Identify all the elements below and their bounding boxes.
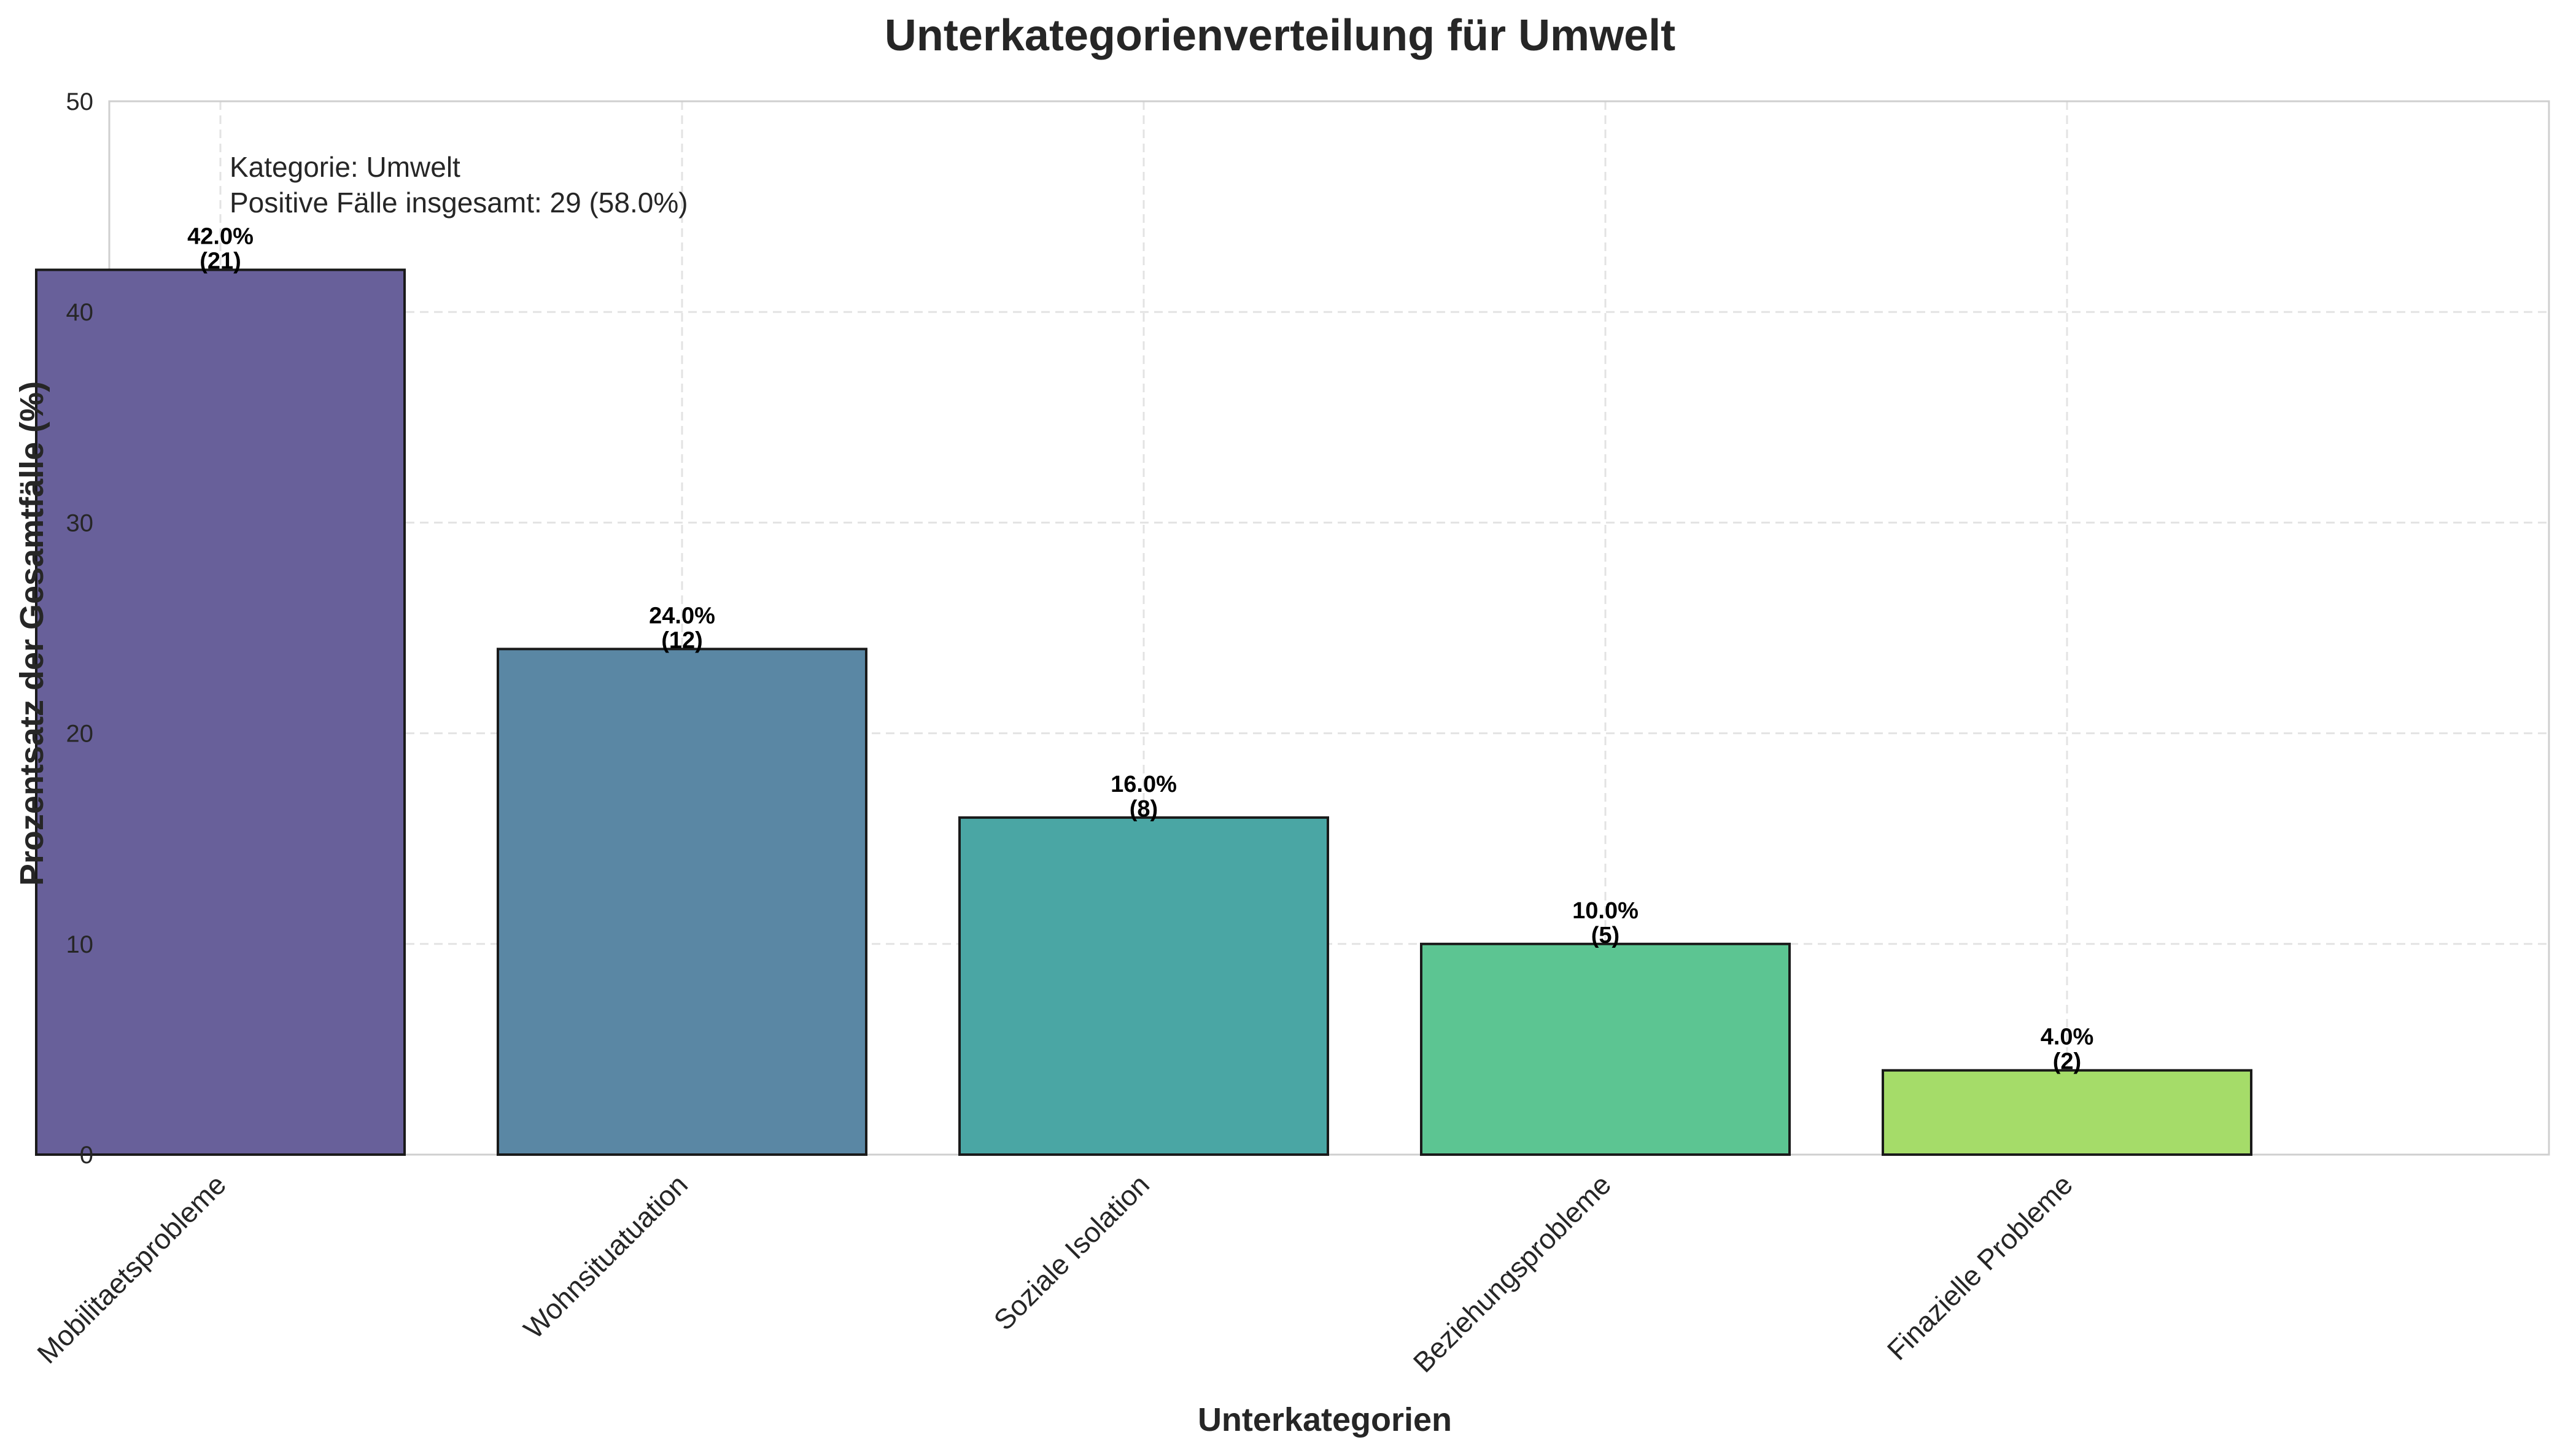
bar-5 <box>1882 1069 2252 1156</box>
x-tick-label: Beziehungsprobleme <box>1407 1168 1617 1378</box>
bar-1 <box>35 268 406 1156</box>
count-label: (2) <box>2053 1049 2081 1075</box>
count-label: (5) <box>1591 923 1619 948</box>
y-tick-label: 10 <box>66 931 94 958</box>
x-tick-label: Finazielle Probleme <box>1881 1168 2079 1366</box>
y-tick-label: 0 <box>80 1142 93 1169</box>
bar-2 <box>497 648 867 1156</box>
y-ticks: 0 10 20 30 40 50 <box>66 88 94 1169</box>
x-tick-labels: Mobilitaetsprobleme Wohnsituatuation Sozia… <box>31 1168 2079 1378</box>
count-label: (12) <box>661 627 703 653</box>
bars-group <box>35 268 2252 1156</box>
bar-4 <box>1420 942 1791 1156</box>
x-axis-label: Unterkategorien <box>1198 1401 1452 1438</box>
x-tick-label: Mobilitaetsprobleme <box>31 1168 232 1369</box>
annotation-line-2: Positive Fälle insgesamt: 29 (58.0%) <box>230 187 688 219</box>
count-label: (8) <box>1130 796 1158 822</box>
value-label: 24.0% <box>649 603 715 629</box>
bar-3 <box>958 816 1329 1156</box>
y-tick-label: 40 <box>66 299 94 326</box>
data-labels: 42.0%(21) 24.0%(12) 16.0%(8) 10.0%(5) 4.0%(2… <box>187 224 2093 1075</box>
value-label: 10.0% <box>1572 898 1639 924</box>
x-tick-label: Soziale Isolation <box>987 1168 1155 1336</box>
count-label: (21) <box>200 249 241 274</box>
value-label: 42.0% <box>187 224 254 250</box>
annotation-line-1: Kategorie: Umwelt <box>230 151 460 183</box>
chart-title: Unterkategorienverteilung für Umwelt <box>885 11 1675 60</box>
value-label: 16.0% <box>1111 772 1177 797</box>
y-tick-label: 30 <box>66 509 94 536</box>
x-tick-label: Wohnsituatuation <box>518 1168 694 1345</box>
y-tick-label: 50 <box>66 88 94 115</box>
y-tick-label: 20 <box>66 721 94 748</box>
value-label: 4.0% <box>2041 1024 2094 1050</box>
y-axis-label: Prozentsatz der Gesamtfälle (%) <box>14 381 50 886</box>
